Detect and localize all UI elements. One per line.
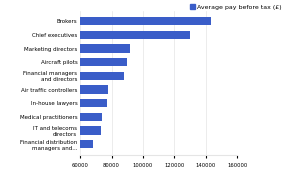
Legend: Average pay before tax (£): Average pay before tax (£) <box>188 3 283 11</box>
Bar <box>0 58 127 66</box>
Bar <box>0 86 108 94</box>
Bar <box>0 140 93 148</box>
Bar <box>0 17 210 25</box>
Bar <box>0 126 101 135</box>
Bar <box>0 45 130 53</box>
Bar <box>0 31 190 39</box>
Bar <box>0 113 102 121</box>
Bar <box>0 72 124 80</box>
Bar <box>0 99 107 107</box>
